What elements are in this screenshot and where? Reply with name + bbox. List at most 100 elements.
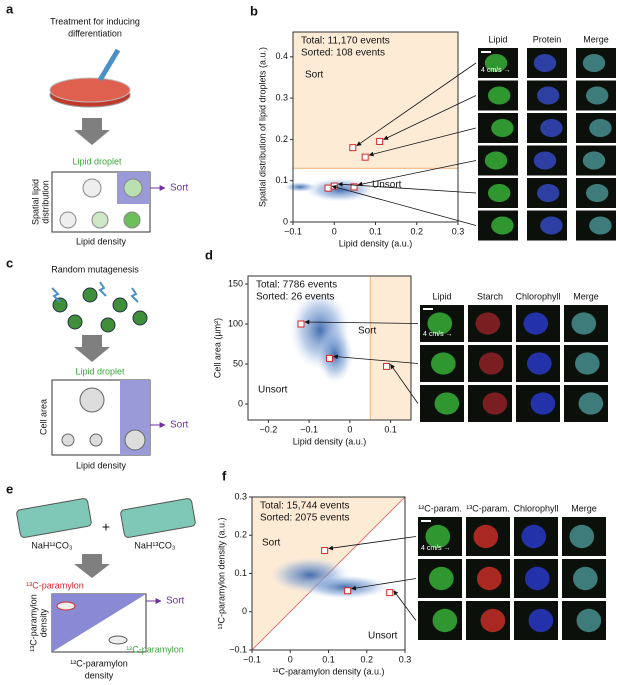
column-header: Lipid — [432, 291, 451, 301]
annotation: Lipid droplet — [75, 366, 125, 376]
panel-c: c Random mutagenesis Lipid droplet Sort … — [6, 255, 189, 470]
signal — [484, 54, 508, 72]
panel-label: b — [250, 3, 258, 18]
signal — [429, 566, 454, 591]
signal — [477, 566, 502, 591]
sort-label: Sort — [305, 70, 324, 81]
point — [326, 354, 333, 362]
title: differentiation — [68, 28, 122, 38]
signal — [523, 312, 549, 335]
pointer-arrow — [333, 354, 419, 364]
paramylon — [108, 635, 128, 645]
annotation: ¹²C-paramylon — [126, 644, 184, 654]
chart: f −0.1 0 0.1 0.2 0.3 −0.1 0 0.1 0.2 0.3 ¹²C-paramyl… — [216, 468, 417, 676]
signal — [473, 524, 499, 549]
y-tick-label: 0.3 — [234, 491, 247, 501]
signal — [432, 608, 458, 633]
signal — [491, 119, 514, 137]
signal — [431, 352, 456, 375]
axis-label: density — [85, 670, 114, 680]
panel-label: d — [205, 247, 213, 262]
x-tick-label: −0.1 — [284, 226, 302, 236]
point — [386, 589, 394, 597]
y-tick-label: 0 — [242, 606, 247, 616]
x-tick-label: −0.1 — [300, 424, 318, 434]
speed-label: 4 cm/s → — [421, 545, 451, 552]
x-tick-label: 0 — [332, 226, 337, 236]
column-header: ¹²C-param. — [418, 503, 462, 513]
sort-region — [369, 275, 412, 421]
signal — [480, 608, 506, 633]
point — [376, 137, 384, 145]
y-tick-label: 0.3 — [275, 92, 288, 102]
point — [321, 547, 329, 555]
x-tick-label: 0.3 — [452, 226, 465, 236]
signal — [575, 352, 600, 375]
x-tick-label: 0.2 — [360, 654, 373, 664]
panel-label: c — [6, 255, 13, 270]
signal — [569, 524, 595, 549]
x-tick-label: 0.2 — [410, 226, 423, 236]
panel-label: f — [222, 468, 227, 483]
sort-label: Sort — [358, 326, 377, 337]
signal — [537, 86, 560, 105]
signal — [582, 54, 606, 72]
panel-e: e NaH¹²CO₃ + NaH¹³CO₃ ¹³C-paramylon Sort… — [6, 481, 196, 680]
point — [324, 184, 332, 192]
panel-a: a Treatment for inducing differentiation… — [6, 1, 189, 246]
x-axis-label: Lipid density (a.u.) — [339, 238, 413, 248]
column-header: Merge — [583, 34, 609, 44]
y-axis-label: Cell area (µm²) — [212, 318, 222, 378]
cell — [89, 433, 103, 447]
axis-label: Lipid density — [76, 460, 127, 470]
pointer-arrow — [356, 62, 477, 146]
annotation: Total: 11,170 events — [301, 36, 390, 47]
column-header: Merge — [571, 503, 597, 513]
pointer-arrow — [383, 95, 477, 140]
signal — [540, 216, 563, 235]
image-grid: Lipid Protein Merge 4 cm/s → — [478, 34, 616, 241]
cell — [91, 211, 109, 229]
signal — [488, 86, 511, 105]
sort-area — [52, 594, 146, 652]
annotation: Total: 7786 events — [256, 280, 337, 291]
signal — [479, 352, 504, 375]
speed-label: 4 cm/s → — [481, 67, 511, 74]
signal — [586, 184, 609, 202]
signal — [528, 608, 554, 633]
cell — [123, 178, 143, 198]
pipette — [97, 48, 121, 82]
signal — [491, 216, 514, 235]
x-tick-label: 0.1 — [369, 226, 382, 236]
pointer-arrow — [357, 160, 477, 187]
signal — [589, 119, 612, 137]
pointer-arrow — [351, 578, 417, 591]
signal — [484, 151, 508, 170]
density-cloud — [317, 327, 353, 383]
annotation: Sorted: 108 events — [301, 48, 385, 59]
x-tick-label: 0 — [347, 424, 352, 434]
signal — [540, 119, 563, 137]
signal — [530, 392, 556, 415]
title: Random mutagenesis — [51, 264, 139, 274]
mutagen — [51, 281, 139, 303]
y-tick-label: 150 — [228, 278, 243, 288]
axis-label: ¹³C-paramylon — [28, 594, 38, 652]
signal — [576, 608, 602, 633]
y-tick-label: 0.2 — [234, 530, 247, 540]
pointer-arrow — [328, 536, 417, 551]
process-arrow — [74, 335, 110, 362]
density-cloud — [305, 178, 375, 202]
axis-label: distribution — [40, 180, 50, 224]
signal — [589, 216, 612, 235]
axis-label: Cell area — [38, 399, 48, 435]
point — [344, 587, 352, 595]
column-header: Merge — [573, 291, 599, 301]
paramylon — [56, 601, 76, 611]
x-tick-label: 0.1 — [322, 654, 335, 664]
signal — [571, 312, 597, 335]
signal — [427, 312, 453, 335]
column-header: Chlorophyll — [515, 291, 560, 301]
x-tick-label: 0.3 — [399, 654, 412, 664]
